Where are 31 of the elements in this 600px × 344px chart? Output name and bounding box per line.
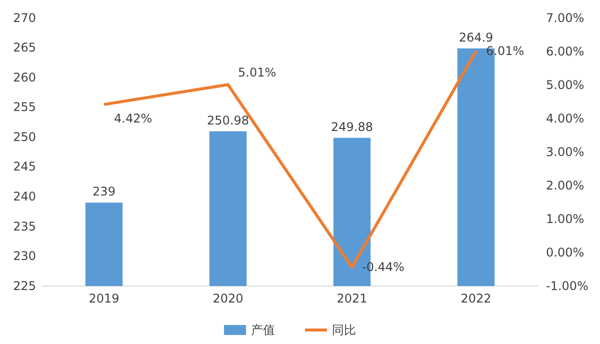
y-tick-label: 255 — [13, 100, 36, 114]
y2-tick-label: 1.00% — [546, 212, 584, 226]
y-tick-label: 240 — [13, 190, 36, 204]
x-tick-label: 2022 — [460, 292, 492, 306]
y2-tick-label: 0.00% — [546, 245, 584, 260]
x-tick-label: 2020 — [212, 292, 244, 306]
data-label: 249.88 — [331, 120, 373, 134]
y-tick-label: 265 — [13, 40, 36, 55]
data-label: 239 — [92, 184, 116, 199]
y-tick-label: 270 — [13, 10, 36, 25]
y2-tick-label: 3.00% — [546, 144, 584, 159]
y-tick-label: 260 — [13, 70, 36, 84]
x-tick-label: 2019 — [88, 292, 120, 306]
y2-tick-label: -1.00% — [546, 278, 588, 293]
data-label: 250.98 — [207, 113, 249, 128]
y2-tick-label: 2.00% — [546, 178, 584, 192]
legend-label: 产值 — [251, 323, 275, 337]
legend-label: 同比 — [332, 323, 356, 337]
data-label: 264.9 — [458, 30, 494, 44]
y-tick-label: 245 — [13, 160, 36, 174]
y2-tick-label: 6.00% — [546, 44, 584, 58]
data-label: 5.01% — [238, 66, 276, 80]
y-tick-label: 230 — [13, 249, 36, 264]
y-tick-label: 250 — [13, 130, 36, 144]
x-tick-label: 2021 — [336, 292, 368, 306]
y2-tick-label: 7.00% — [546, 10, 584, 25]
y2-tick-label: 4.00% — [546, 111, 584, 126]
y2-tick-label: 5.00% — [546, 78, 584, 92]
y-tick-label: 235 — [13, 219, 36, 234]
y-tick-label: 225 — [13, 278, 36, 293]
data-label: 4.42% — [114, 111, 152, 126]
